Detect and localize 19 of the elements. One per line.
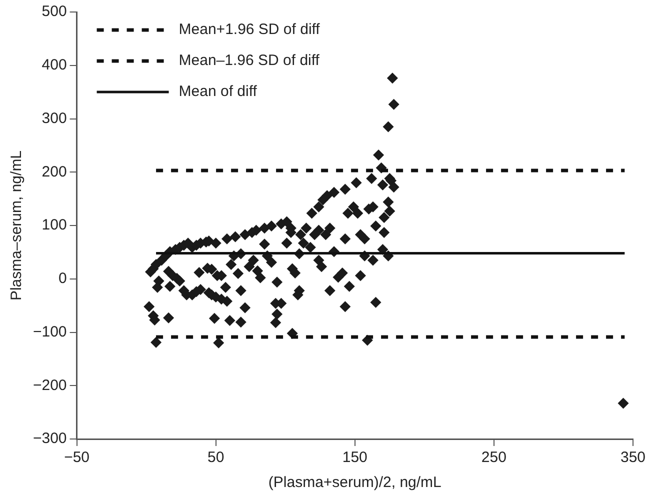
x-tick-label: 250 — [481, 449, 506, 466]
y-tick-label: 300 — [42, 110, 67, 127]
x-tick-label: −50 — [64, 449, 90, 466]
x-tick-label: 150 — [342, 449, 368, 466]
y-tick-label: 100 — [42, 216, 67, 234]
y-tick-label: −300 — [32, 430, 67, 448]
y-tick-label: 500 — [42, 3, 67, 20]
y-tick-label: 200 — [42, 163, 67, 180]
y-tick-label: −100 — [32, 323, 67, 340]
y-tick-label: −200 — [32, 376, 67, 394]
x-tick-label: 350 — [620, 449, 646, 466]
x-tick-label: 50 — [207, 449, 224, 466]
y-tick-label: 0 — [58, 270, 67, 288]
legend-label: Mean–1.96 SD of diff — [178, 52, 320, 70]
legend-label: Mean+1.96 SD of diff — [178, 21, 321, 38]
x-axis-title: (Plasma+serum)/2, ng/mL — [268, 474, 442, 492]
legend-label: Mean of diff — [178, 83, 258, 100]
y-axis-title: Plasma–serum, ng/mL — [8, 150, 26, 301]
y-tick-label: 400 — [42, 56, 67, 74]
